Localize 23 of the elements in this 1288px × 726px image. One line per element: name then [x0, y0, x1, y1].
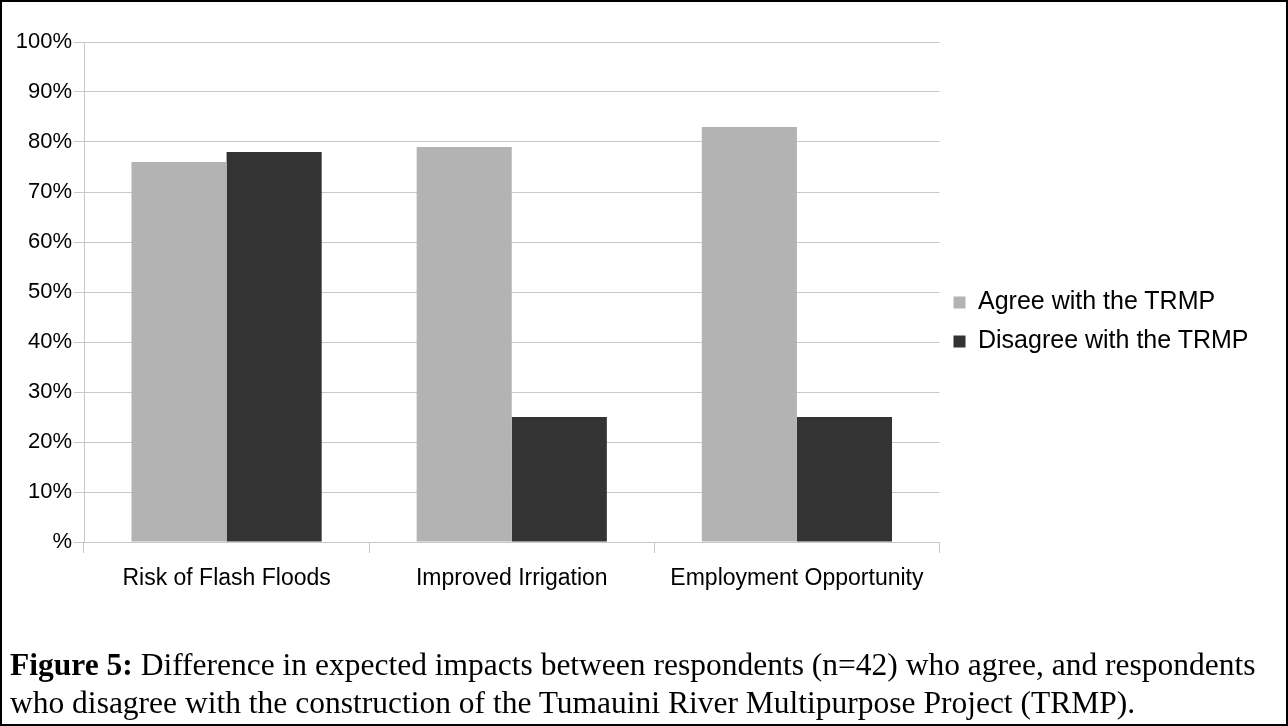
y-tick-label: 20%: [27, 428, 72, 454]
x-tick-label: Risk of Flash Floods: [122, 564, 331, 591]
y-tick-label: 30%: [27, 378, 72, 404]
y-tick-label: 60%: [27, 228, 72, 254]
y-tick-label: 100%: [15, 28, 72, 54]
x-tick-label: Improved Irrigation: [415, 564, 608, 591]
bar: [511, 417, 607, 542]
bar: [226, 152, 322, 542]
x-tick-label: Employment Opportunity: [670, 564, 924, 591]
y-tick-label: 80%: [27, 128, 72, 154]
caption: Figure 5: Difference in expected impacts between respondents (n=42) who agree, and respondents who disagree with the construction of the Tumauini River Multipurpose Project (TRMP).: [10, 646, 1257, 722]
y-tick-label: 10%: [27, 478, 72, 504]
bar: [131, 162, 227, 542]
bar: [796, 417, 893, 542]
bar: [701, 127, 797, 542]
y-tick-label: 90%: [27, 78, 72, 104]
y-tick-label: 50%: [27, 278, 72, 304]
y-tick-label: 70%: [27, 178, 72, 204]
bar: [416, 147, 512, 542]
y-tick-label: 40%: [27, 328, 72, 354]
y-tick-label: %: [52, 528, 72, 554]
legend-label: Disagree with the TRMP: [978, 325, 1249, 354]
legend-label: Agree with the TRMP: [978, 286, 1216, 315]
